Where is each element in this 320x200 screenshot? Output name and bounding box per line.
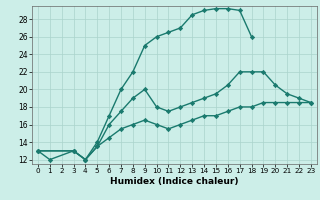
X-axis label: Humidex (Indice chaleur): Humidex (Indice chaleur): [110, 177, 239, 186]
